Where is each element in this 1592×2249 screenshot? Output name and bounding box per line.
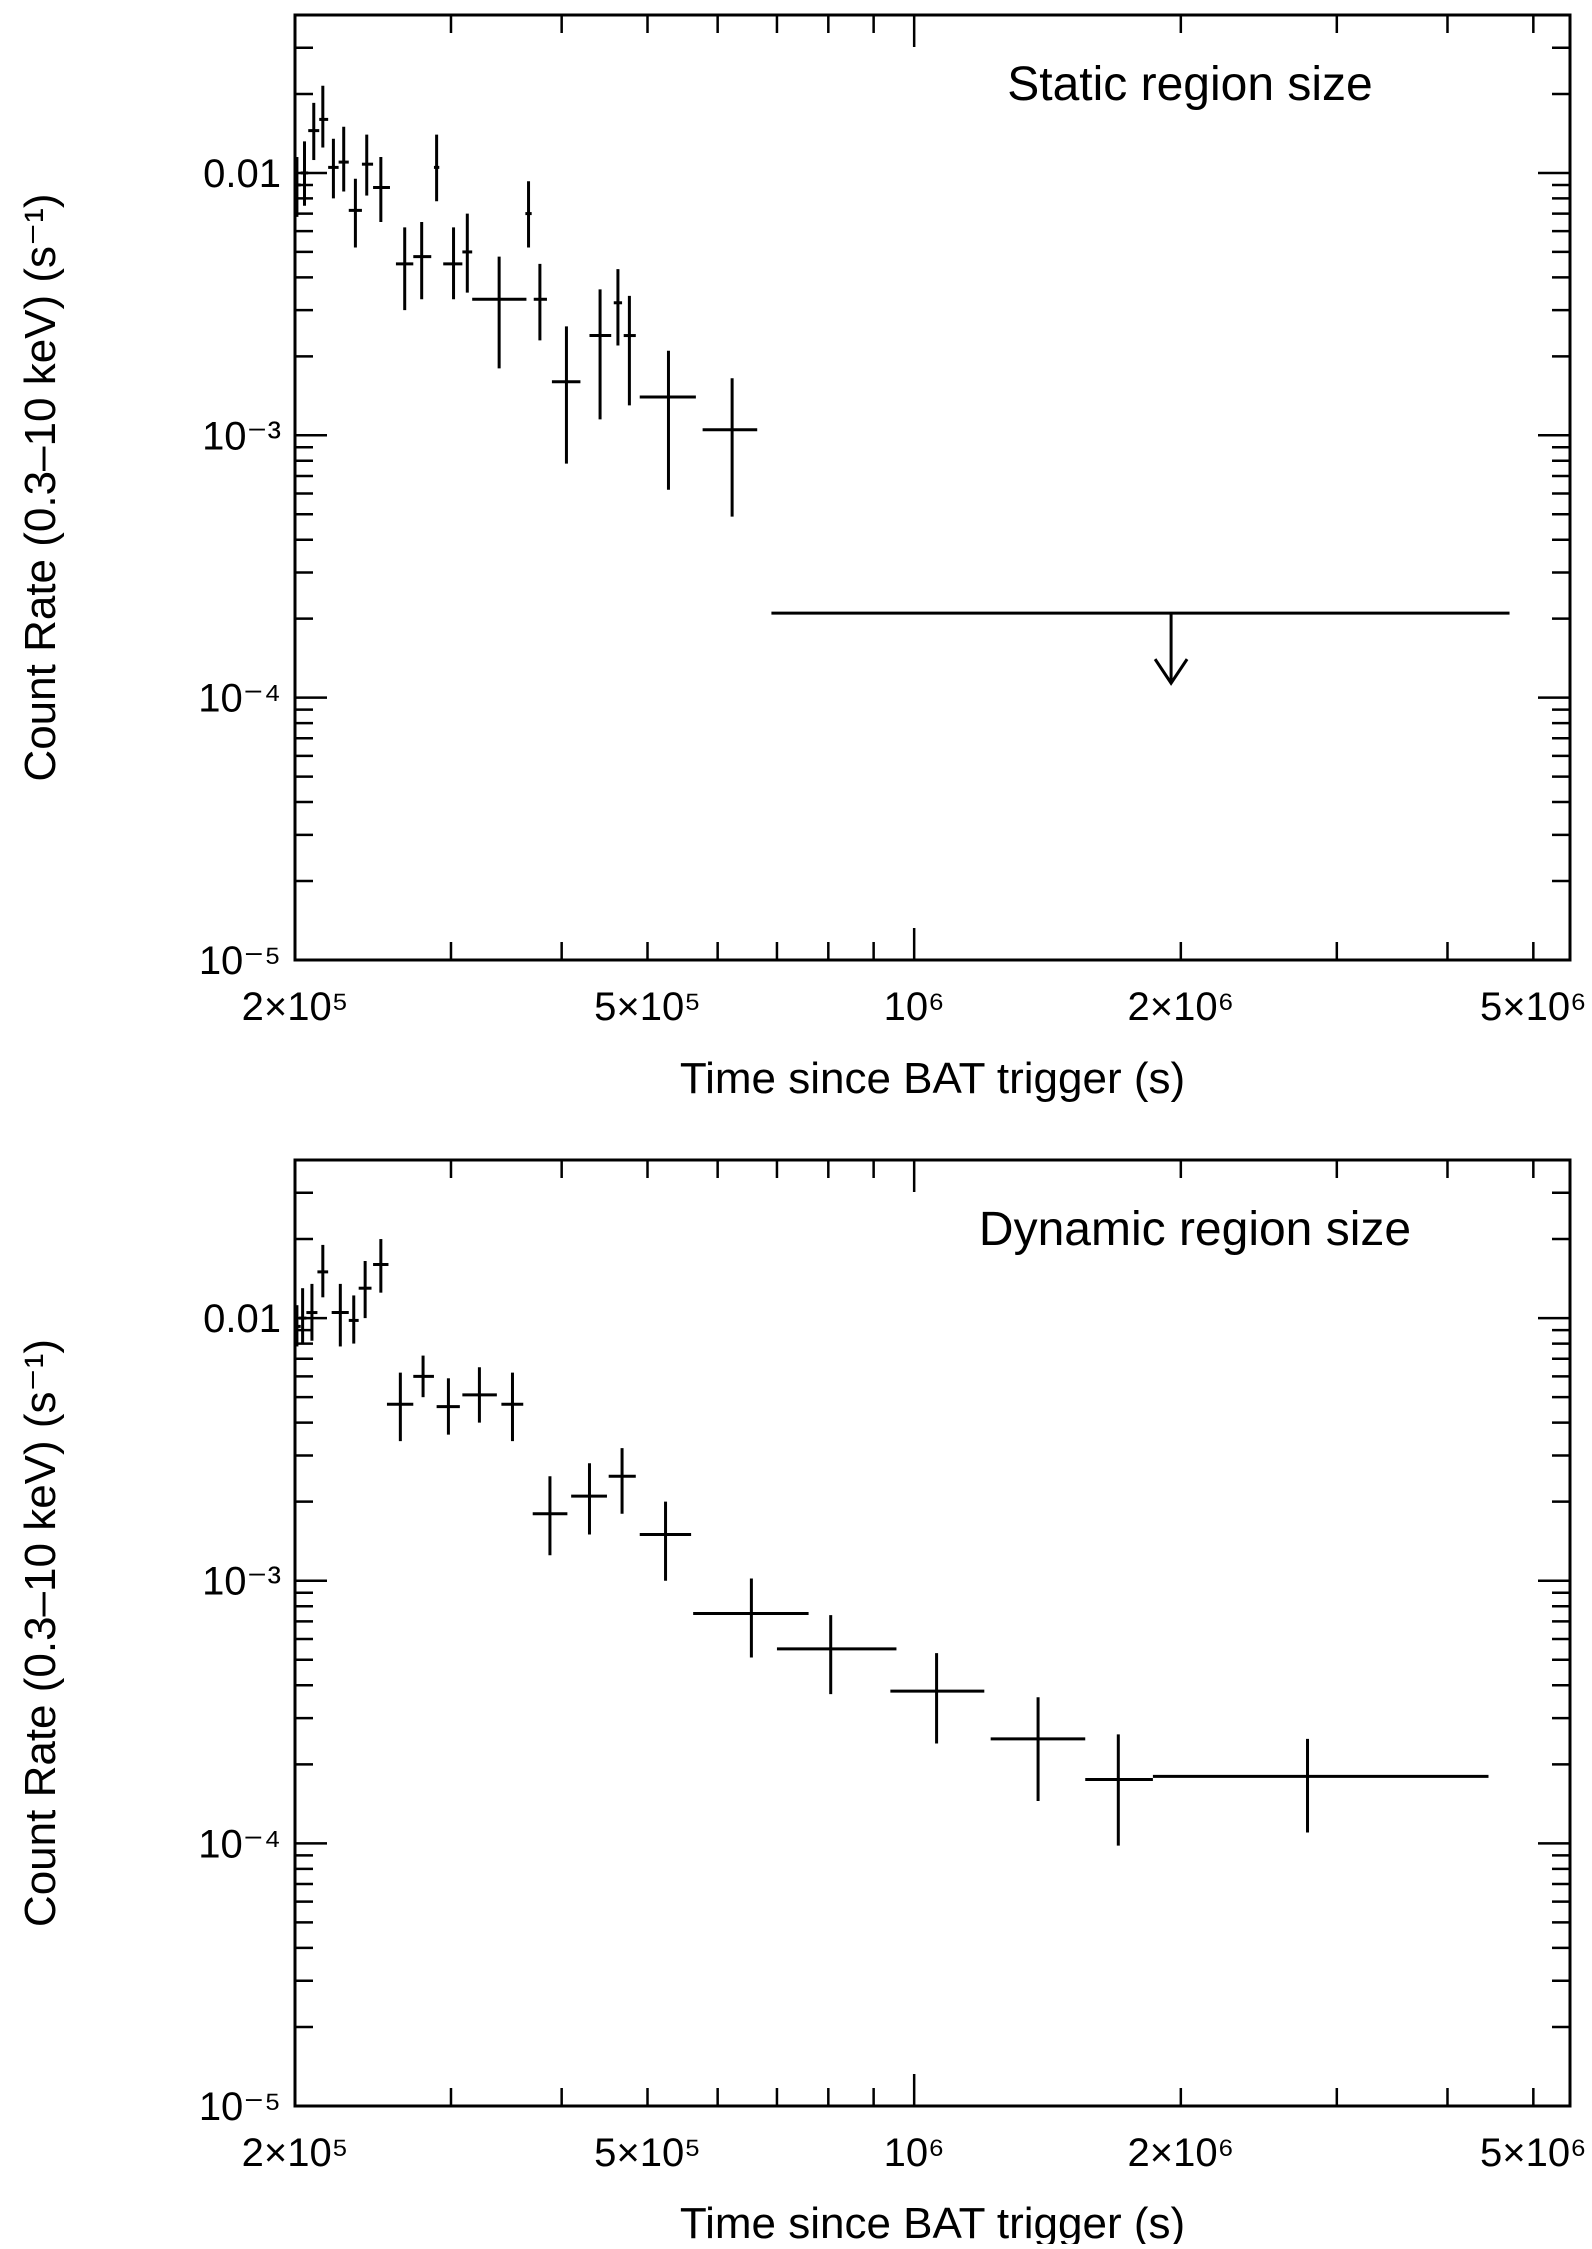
data-point (413, 222, 432, 300)
data-point (295, 157, 301, 217)
x-tick-label: 5×10⁵ (594, 2131, 701, 2175)
data-point (551, 326, 581, 464)
data-point (373, 1239, 389, 1293)
x-tick-label: 5×10⁵ (594, 985, 701, 1029)
data-point (298, 1288, 307, 1344)
static-region-panel: 2×10⁵ 5×10⁵ 10⁶ 2×10⁶ 5×10⁶ 0.01 10⁻³ 10⁻⁴ 10⁻⁵ S… (16, 13, 1587, 1103)
data-point (702, 378, 758, 517)
data-point (693, 1578, 809, 1658)
y-tick-label: 0.01 (203, 152, 281, 196)
plot-frame (293, 13, 1572, 962)
data-point (395, 227, 414, 311)
axis-ticks (293, 13, 1570, 962)
data-point (639, 350, 696, 490)
axis-ticks (293, 1158, 1570, 2108)
data-point (571, 1463, 607, 1535)
upper-limit-arrow-head (1153, 658, 1189, 686)
data-point (361, 134, 374, 196)
data-point (1085, 1734, 1153, 1846)
data-point (990, 1697, 1086, 1801)
data-point (1152, 1738, 1489, 1833)
data-series (295, 1239, 1489, 1846)
y-tick-label: 10⁻³ (202, 414, 281, 458)
data-point (533, 263, 547, 341)
y-tick-label: 0.01 (203, 1297, 281, 1341)
data-point (433, 134, 440, 202)
panel-title: Dynamic region size (979, 1203, 1411, 1256)
data-point (436, 1378, 460, 1435)
y-axis-label: Count Rate (0.3–10 keV) (s⁻¹) (16, 1339, 65, 1927)
y-tick-label: 10⁻⁵ (199, 2085, 281, 2129)
x-tick-label: 10⁶ (884, 2131, 945, 2175)
data-point (608, 1448, 636, 1514)
data-point (308, 102, 320, 161)
x-tick-label: 2×10⁵ (242, 2131, 349, 2175)
y-tick-label: 10⁻⁴ (198, 1822, 281, 1866)
data-point (413, 1355, 434, 1398)
x-tick-label: 5×10⁶ (1480, 985, 1587, 1029)
data-point (306, 1283, 318, 1341)
data-series (295, 85, 1510, 686)
x-tick-label: 2×10⁶ (1128, 985, 1235, 1029)
data-point (328, 138, 339, 199)
data-point (300, 141, 309, 206)
data-point (776, 1615, 897, 1695)
x-axis-label: Time since BAT trigger (s) (680, 1054, 1185, 1103)
x-tick-label: 5×10⁶ (1480, 2131, 1587, 2175)
data-point (331, 1283, 349, 1347)
dynamic-region-panel: 2×10⁵ 5×10⁵ 10⁶ 2×10⁶ 5×10⁶ 0.01 10⁻³ 10⁻⁴ 10⁻⁵ D… (16, 1158, 1587, 2248)
y-tick-label: 10⁻⁵ (199, 939, 281, 983)
data-point (623, 295, 636, 406)
data-point (348, 1295, 359, 1344)
x-axis-label: Time since BAT trigger (s) (680, 2199, 1185, 2244)
data-point (317, 1244, 329, 1298)
data-point (358, 1261, 372, 1319)
y-tick-label: 10⁻³ (202, 1560, 281, 1604)
data-point (472, 256, 527, 369)
data-point (348, 178, 362, 248)
panel-title: Static region size (1007, 58, 1373, 111)
data-point (443, 227, 463, 300)
data-point (319, 85, 329, 148)
data-point (639, 1501, 692, 1581)
data-point (589, 289, 612, 420)
data-point (613, 269, 623, 346)
y-tick-label: 10⁻⁴ (198, 677, 281, 721)
data-point (338, 126, 349, 192)
data-point (525, 181, 532, 248)
data-point (532, 1476, 568, 1556)
data-point (462, 213, 473, 293)
data-point (295, 1305, 301, 1347)
x-tick-label: 10⁶ (884, 985, 945, 1029)
data-point (373, 157, 390, 223)
y-axis-label: Count Rate (0.3–10 keV) (s⁻¹) (16, 193, 65, 781)
x-tick-label: 2×10⁶ (1128, 2131, 1235, 2175)
plot-frame (293, 1158, 1572, 2108)
x-tick-label: 2×10⁵ (242, 985, 349, 1029)
upper-limit-point (771, 611, 1510, 686)
data-point (890, 1653, 985, 1744)
data-point (501, 1372, 524, 1442)
data-point (386, 1372, 414, 1442)
data-point (462, 1367, 497, 1423)
